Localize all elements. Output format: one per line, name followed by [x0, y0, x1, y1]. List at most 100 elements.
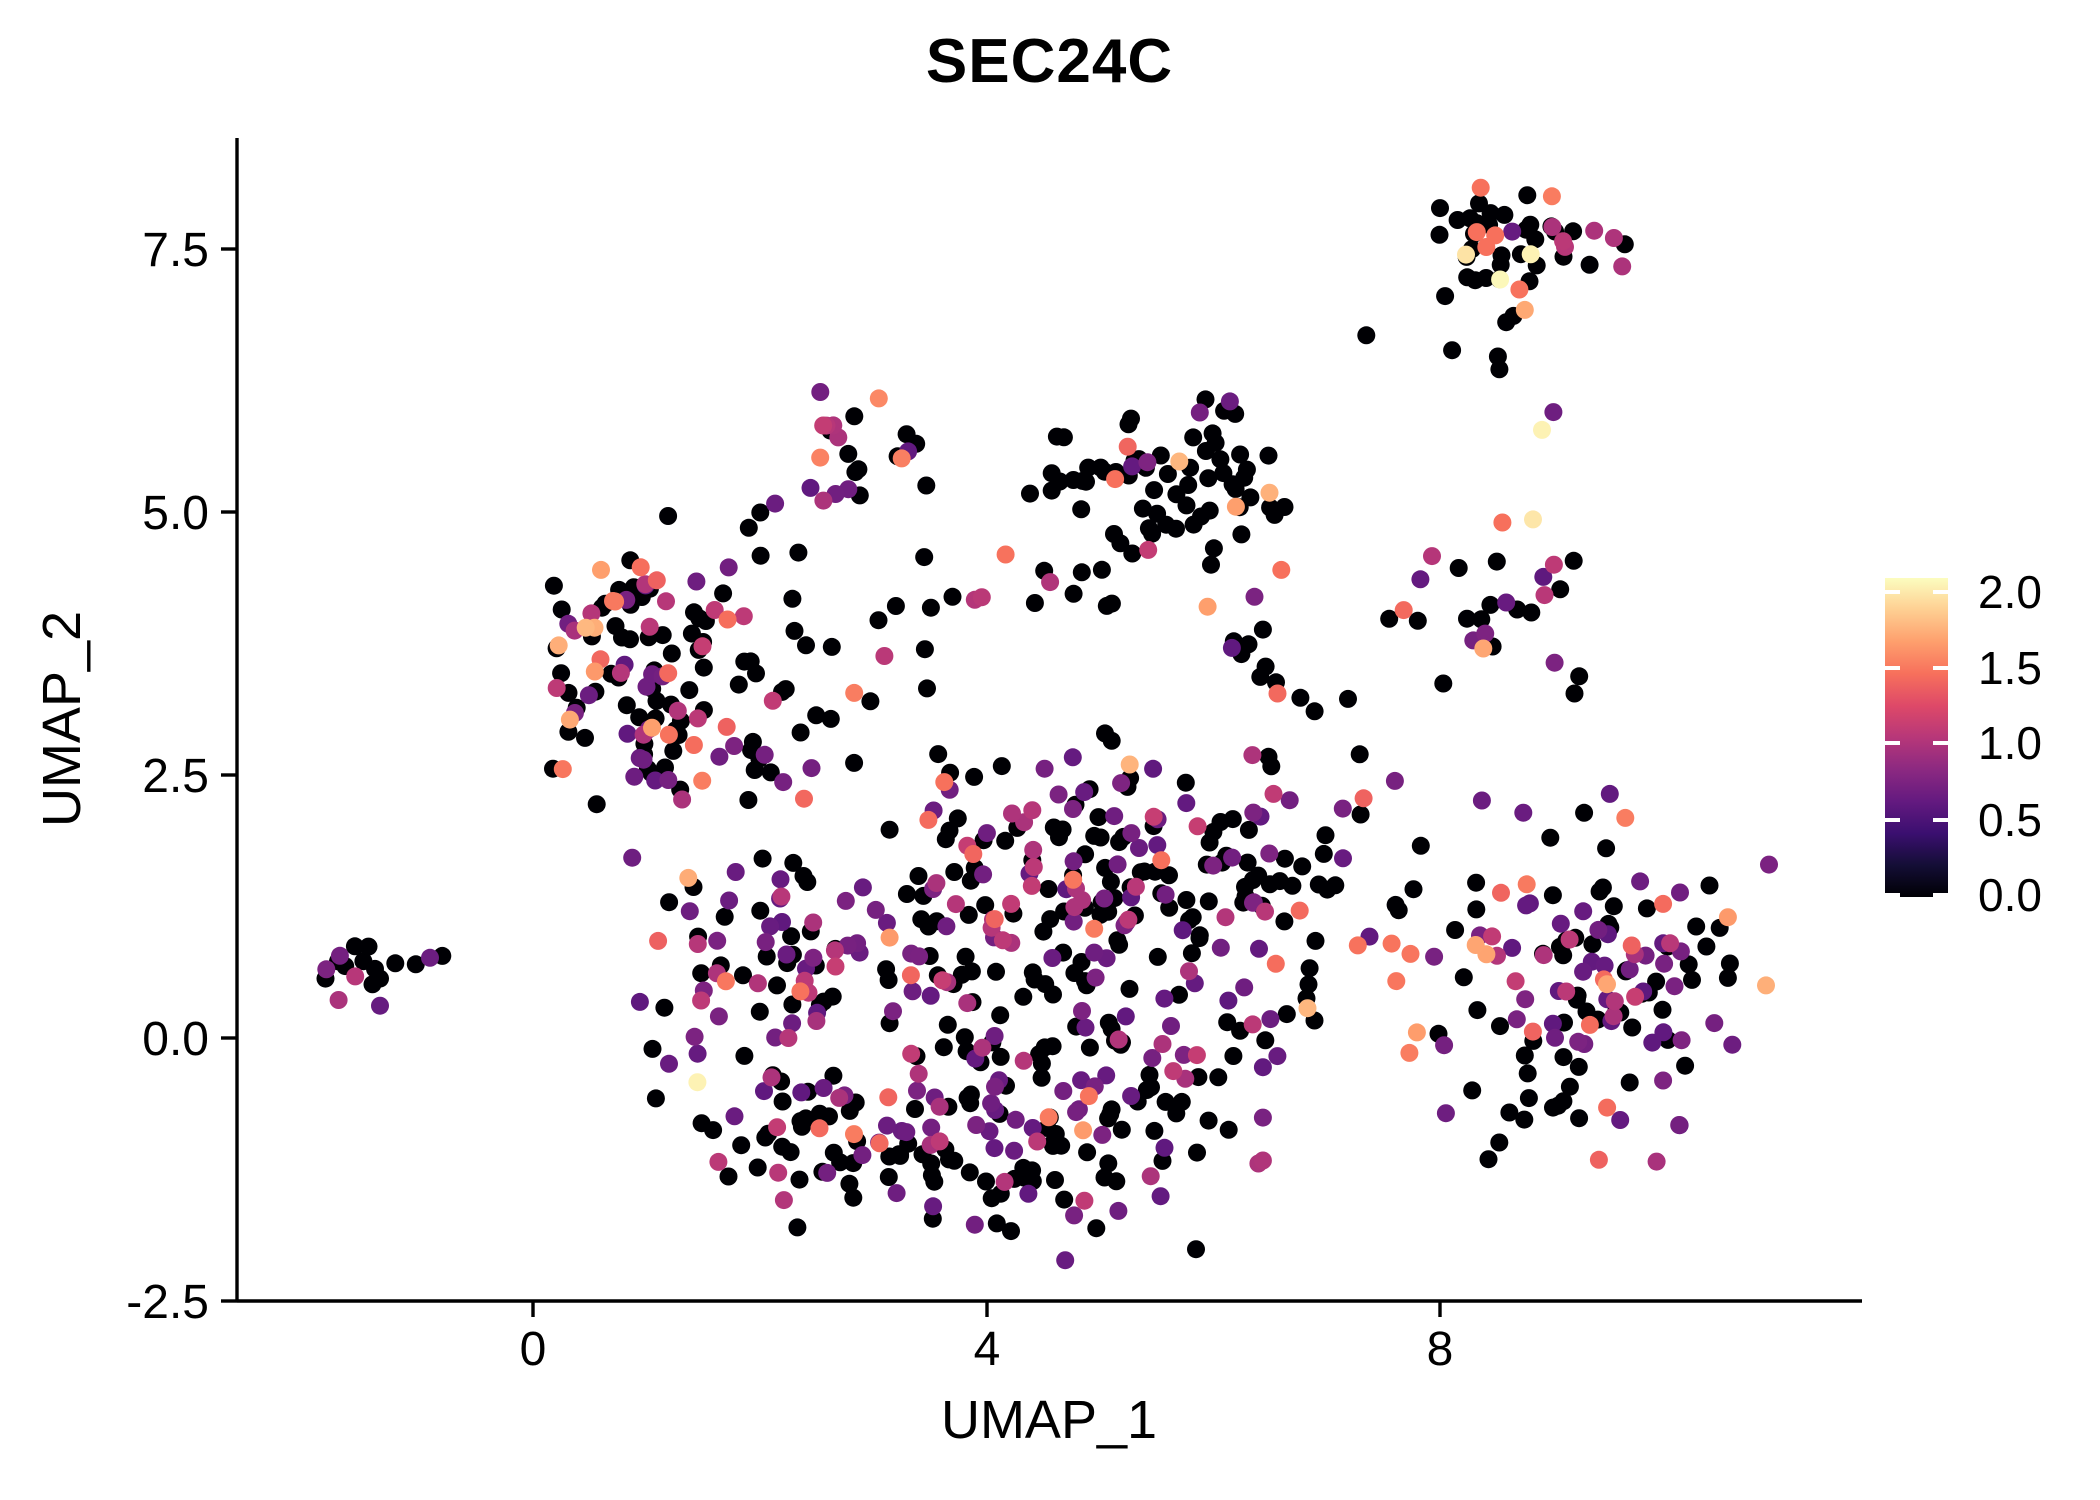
cell-point [1024, 840, 1043, 859]
cell-point [1515, 300, 1534, 319]
cell-point [1042, 481, 1061, 500]
cell-point [1209, 1068, 1228, 1087]
cell-point [1543, 1014, 1562, 1033]
cell-point [1264, 784, 1283, 803]
cell-point [1544, 1098, 1562, 1117]
cell-point [1211, 938, 1230, 957]
cell-point [1314, 844, 1333, 863]
cell-point [807, 706, 826, 725]
cell-point [1002, 1222, 1020, 1241]
cell-point [685, 1027, 704, 1046]
cell-point [960, 1163, 979, 1182]
cell-point [371, 996, 389, 1015]
cell-point [1219, 991, 1238, 1010]
cell-point [880, 928, 899, 947]
cell-point [761, 917, 780, 936]
cell-point [995, 1172, 1014, 1191]
cell-point [1156, 885, 1175, 904]
cell-point [647, 691, 666, 710]
cell-point [1493, 513, 1512, 532]
cell-point [1436, 1104, 1455, 1123]
cell-point [783, 995, 802, 1014]
cell-point [582, 604, 601, 623]
cell-point [1140, 1065, 1159, 1084]
cell-point [1072, 563, 1091, 582]
cell-point [1604, 1007, 1623, 1026]
cell-point [714, 584, 733, 603]
cell-point [750, 1002, 769, 1021]
cell-point [1080, 1038, 1099, 1057]
cell-point [1431, 199, 1449, 218]
cell-point [1087, 1219, 1106, 1238]
cell-point [1515, 1110, 1534, 1129]
cell-point [693, 637, 712, 656]
cell-point [1647, 1152, 1666, 1171]
cell-point [1056, 1251, 1075, 1270]
cell-point [1543, 218, 1562, 236]
cell-point [1411, 836, 1430, 855]
cell-point [1357, 326, 1376, 345]
cell-point [1387, 972, 1406, 991]
cell-point [716, 972, 735, 991]
cell-point [1025, 970, 1044, 989]
cell-point [751, 901, 770, 920]
cell-point [1670, 1116, 1689, 1134]
cell-point [1654, 1071, 1673, 1090]
cell-point [974, 865, 993, 884]
cell-point [1148, 504, 1167, 523]
cell-point [1491, 1017, 1509, 1036]
cell-point [1472, 791, 1491, 810]
cell-point [630, 708, 649, 727]
cell-point [1180, 962, 1198, 981]
cell-point [1401, 944, 1420, 963]
cell-point [748, 974, 767, 993]
cell-point [1554, 946, 1573, 965]
cell-point [1565, 684, 1584, 703]
cell-point [1226, 497, 1245, 516]
cell-point [1173, 921, 1192, 940]
cell-point [1497, 593, 1516, 612]
cell-point [1334, 849, 1352, 868]
cell-point [1400, 1043, 1419, 1062]
cell-point [1542, 187, 1561, 206]
cell-point [785, 621, 804, 640]
cell-point [659, 507, 678, 525]
cell-point [1126, 877, 1145, 896]
cell-point [756, 933, 775, 952]
cell-point [1177, 794, 1196, 813]
cell-point [1299, 975, 1318, 994]
cell-point [1092, 560, 1111, 579]
cell-point [1386, 895, 1405, 914]
cell-point [1101, 1105, 1120, 1124]
cell-point [1574, 902, 1593, 921]
cell-point [1333, 799, 1352, 818]
cell-point [1569, 1057, 1588, 1076]
cell-point [634, 750, 653, 769]
cell-point [1515, 1046, 1534, 1065]
cell-point [938, 1015, 957, 1034]
cell-point [317, 960, 336, 979]
cell-point [1446, 921, 1465, 939]
cell-point [772, 887, 791, 906]
cell-point [909, 867, 928, 885]
cell-point [653, 626, 672, 645]
cell-point [660, 1054, 678, 1073]
cell-point [1560, 930, 1579, 949]
cell-point [709, 1152, 728, 1171]
cell-point [1243, 1015, 1262, 1034]
cell-point [1235, 978, 1254, 997]
cell-point [1022, 876, 1041, 895]
cell-point [987, 962, 1005, 981]
cell-point [1174, 1045, 1193, 1064]
cell-point [879, 1168, 898, 1186]
x-tick-label: 4 [974, 1323, 1001, 1376]
cell-point [1613, 257, 1632, 276]
cell-point [790, 1170, 809, 1189]
cell-point [1705, 1014, 1724, 1033]
cell-point [1275, 849, 1294, 868]
cell-point [1055, 1190, 1074, 1209]
cell-point [897, 1123, 916, 1142]
cell-point [1604, 229, 1623, 247]
cell-point [1211, 450, 1230, 469]
